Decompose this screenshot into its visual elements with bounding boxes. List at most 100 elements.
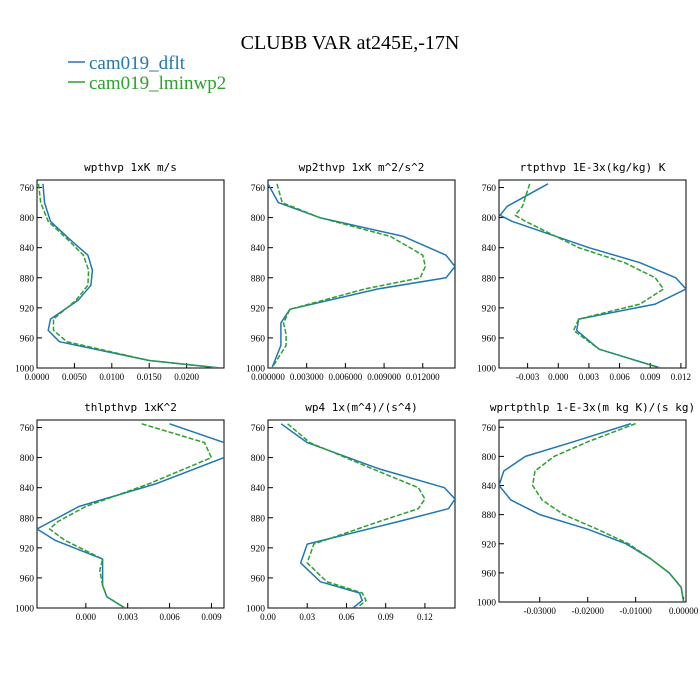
y-tick-label-thlpthvp: 800 (20, 454, 35, 464)
y-tick-label-rtpthvp: 760 (482, 184, 497, 194)
series-line-wp4-lminwp2 (287, 423, 426, 608)
panel-wprtpthlp: wprtpthlp 1-E-3x(m kg K)/(s kg) 760 800 840… (477, 401, 699, 616)
plot-frame-thlpthvp (36, 419, 225, 609)
series-line-rtpthvp-dflt (499, 183, 686, 368)
y-tick-label-thlpthvp: 960 (20, 574, 35, 584)
series-line-thlpthvp-dflt (37, 423, 224, 608)
legend-label-lminwp2: cam019_lminwp2 (89, 73, 226, 94)
series-line-wprtpthlp-lminwp2 (531, 422, 685, 602)
y-tick-label-wp4: 960 (251, 574, 266, 584)
x-tick-label-wprtpthlp: -0.02000 (572, 606, 605, 616)
x-tick-label-wp4: 0.09 (378, 612, 394, 622)
y-tick-label-wpthvp: 1000 (15, 365, 34, 375)
y-tick-label-wp4: 1000 (246, 605, 265, 615)
x-tick-label-wp2thvp: 0.009000 (367, 372, 401, 382)
x-tick-label-wp2thvp: 0.006000 (329, 372, 363, 382)
subplot-grid: wpthvp 1xK m/s76080084088092096010000.00… (15, 161, 699, 622)
x-tick-label-thlpthvp: 0.003 (118, 612, 139, 622)
y-tick-label-wp4: 800 (251, 454, 266, 464)
plot-frame-wprtpthlp (498, 419, 687, 603)
x-tick-label-wpthvp: 0.0150 (137, 372, 162, 382)
y-tick-label-wp2thvp: 800 (251, 214, 266, 224)
panel-title-wp2thvp: wp2thvp 1xK m^2/s^2 (299, 161, 425, 174)
y-tick-label-wprtpthlp: 920 (482, 540, 497, 550)
y-tick-label-wp4: 840 (251, 484, 266, 494)
x-tick-label-wpthvp: 0.0200 (174, 372, 199, 382)
panel-thlpthvp: thlpthvp 1xK^2 760 800 840 880 920 960 1000 0.00… (15, 401, 225, 622)
y-tick-label-wp4: 760 (251, 424, 266, 434)
y-tick-label-wprtpthlp: 1000 (477, 599, 496, 609)
plot-frame-wp2thvp (267, 179, 456, 369)
y-tick-label-thlpthvp: 760 (20, 424, 35, 434)
panel-title-wprtpthlp: wprtpthlp 1-E-3x(m kg K)/(s kg) (490, 401, 695, 414)
y-tick-label-wprtpthlp: 880 (482, 511, 497, 521)
y-tick-label-wprtpthlp: 800 (482, 453, 497, 463)
y-tick-label-rtpthvp: 880 (482, 274, 497, 284)
y-tick-label-wp2thvp: 760 (251, 184, 266, 194)
x-tick-label-wp4: 0.00 (260, 612, 276, 622)
x-tick-label-thlpthvp: 0.009 (201, 612, 222, 622)
y-tick-label-rtpthvp: 840 (482, 244, 497, 254)
y-tick-label-wpthvp: 880 (20, 274, 35, 284)
x-tick-label-wprtpthlp: 0.00000 (669, 606, 699, 616)
panel-wp2thvp: wp2thvp 1xK m^2/s^2 760 800 840 880 920 960 100… (246, 161, 456, 382)
y-tick-label-rtpthvp: 800 (482, 214, 497, 224)
y-tick-label-wpthvp: 760 (20, 184, 35, 194)
y-tick-label-wp4: 920 (251, 544, 266, 554)
x-tick-label-wpthvp: 0.0000 (25, 372, 50, 382)
y-tick-label-wpthvp: 840 (20, 244, 35, 254)
x-tick-label-wp2thvp: 0.003000 (290, 372, 324, 382)
series-line-wp2thvp-lminwp2 (271, 183, 427, 368)
panel-title-thlpthvp: thlpthvp 1xK^2 (84, 401, 177, 414)
series-line-thlpthvp-lminwp2 (48, 423, 213, 608)
y-tick-label-wp2thvp: 920 (251, 304, 266, 314)
series-line-wp4-dflt (280, 423, 455, 608)
y-tick-label-wpthvp: 920 (20, 304, 35, 314)
y-tick-label-wp2thvp: 960 (251, 334, 266, 344)
series-line-wpthvp-lminwp2 (37, 183, 221, 368)
panel-title-wpthvp: wpthvp 1xK m/s (84, 161, 177, 174)
x-tick-label-wp2thvp: 0.000000 (251, 372, 285, 382)
figure-title: CLUBB VAR at245E,-17N (241, 32, 460, 54)
x-tick-label-wp2thvp: 0.012000 (406, 372, 440, 382)
panel-wpthvp: wpthvp 1xK m/s76080084088092096010000.00… (15, 161, 225, 382)
legend: cam019_dflt cam019_lminwp2 (68, 53, 226, 94)
plot-frame-rtpthvp (498, 179, 687, 369)
y-tick-label-wpthvp: 960 (20, 334, 35, 344)
y-tick-label-wprtpthlp: 760 (482, 424, 497, 434)
y-tick-label-wp4: 880 (251, 514, 266, 524)
x-tick-label-wprtpthlp: -0.03000 (524, 606, 557, 616)
x-tick-label-rtpthvp: 0.003 (579, 372, 600, 382)
x-tick-label-thlpthvp: 0.000 (76, 612, 97, 622)
plot-frame-wp4 (267, 419, 456, 609)
x-tick-label-wp4: 0.03 (299, 612, 315, 622)
y-tick-label-wp2thvp: 880 (251, 274, 266, 284)
y-tick-label-rtpthvp: 920 (482, 304, 497, 314)
y-tick-label-wp2thvp: 840 (251, 244, 266, 254)
y-tick-label-wp2thvp: 1000 (246, 365, 265, 375)
x-tick-label-rtpthvp: 0.012 (671, 372, 691, 382)
series-line-wpthvp-dflt (42, 183, 221, 368)
plot-frame-wpthvp (36, 179, 225, 369)
y-tick-label-wprtpthlp: 960 (482, 569, 497, 579)
x-tick-label-rtpthvp: 0.006 (609, 372, 630, 382)
x-tick-label-wpthvp: 0.0100 (99, 372, 124, 382)
panel-rtpthvp: rtpthvp 1E-3x(kg/kg) K 760 800 840 880 920 960… (477, 161, 691, 382)
y-tick-label-thlpthvp: 880 (20, 514, 35, 524)
legend-label-dflt: cam019_dflt (89, 53, 186, 74)
series-line-rtpthvp-lminwp2 (514, 183, 665, 368)
x-tick-label-wp4: 0.12 (417, 612, 433, 622)
series-line-wp2thvp-dflt (268, 183, 455, 368)
x-tick-label-rtpthvp: -0.003 (516, 372, 540, 382)
panel-title-wp4: wp4 1x(m^4)/(s^4) (305, 401, 418, 414)
x-tick-label-rtpthvp: 0.009 (640, 372, 661, 382)
y-tick-label-wprtpthlp: 840 (482, 482, 497, 492)
x-tick-label-wpthvp: 0.0050 (62, 372, 87, 382)
y-tick-label-thlpthvp: 920 (20, 544, 35, 554)
y-tick-label-rtpthvp: 1000 (477, 365, 496, 375)
panel-wp4: wp4 1x(m^4)/(s^4)76080084088092096010000… (246, 401, 456, 622)
x-tick-label-thlpthvp: 0.006 (159, 612, 180, 622)
x-tick-label-wp4: 0.06 (339, 612, 355, 622)
y-tick-label-rtpthvp: 960 (482, 334, 497, 344)
